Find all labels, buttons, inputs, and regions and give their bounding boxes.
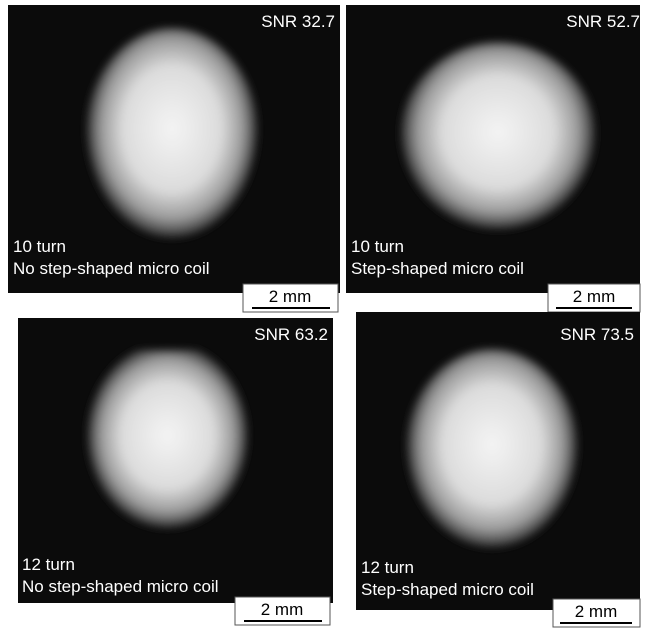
scale-label: 2 mm: [575, 602, 618, 621]
coil-label: No step-shaped micro coil: [13, 259, 210, 278]
turn-label: 10 turn: [351, 237, 404, 256]
coil-label: Step-shaped micro coil: [361, 580, 534, 599]
image-blob: [84, 28, 260, 252]
scale-label: 2 mm: [573, 287, 616, 306]
image-blob: [404, 349, 580, 561]
snr-label: SNR 32.7: [261, 12, 335, 31]
coil-label: Step-shaped micro coil: [351, 259, 524, 278]
image-blob: [85, 350, 250, 540]
coil-label: No step-shaped micro coil: [22, 577, 219, 596]
panel: SNR 52.7 10 turn Step-shaped micro coil …: [346, 5, 640, 312]
snr-label: SNR 63.2: [254, 325, 328, 344]
panel: SNR 73.5 12 turn Step-shaped micro coil …: [356, 312, 640, 627]
image-blob: [398, 42, 598, 242]
panel: SNR 63.2 12 turn No step-shaped micro co…: [18, 318, 333, 625]
turn-label: 10 turn: [13, 237, 66, 256]
scale-label: 2 mm: [269, 287, 312, 306]
panel: SNR 32.7 10 turn No step-shaped micro co…: [8, 5, 340, 312]
scale-label: 2 mm: [261, 600, 304, 619]
turn-label: 12 turn: [22, 555, 75, 574]
snr-label: SNR 52.7: [566, 12, 640, 31]
figure: SNR 32.7 10 turn No step-shaped micro co…: [0, 0, 646, 630]
snr-label: SNR 73.5: [560, 325, 634, 344]
turn-label: 12 turn: [361, 558, 414, 577]
